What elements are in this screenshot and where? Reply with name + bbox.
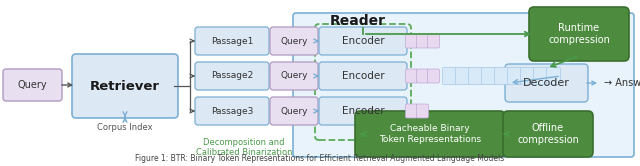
Text: Decoder: Decoder <box>523 78 570 88</box>
FancyBboxPatch shape <box>505 64 588 102</box>
Text: Passage2: Passage2 <box>211 72 253 81</box>
FancyBboxPatch shape <box>529 7 629 61</box>
FancyBboxPatch shape <box>520 68 534 84</box>
Text: Reader: Reader <box>330 14 386 28</box>
Text: Passage3: Passage3 <box>211 107 253 116</box>
Text: Query: Query <box>280 37 308 45</box>
FancyBboxPatch shape <box>319 62 407 90</box>
FancyBboxPatch shape <box>406 69 417 83</box>
FancyBboxPatch shape <box>428 34 440 48</box>
Text: Encoder: Encoder <box>342 36 384 46</box>
FancyBboxPatch shape <box>319 27 407 55</box>
FancyBboxPatch shape <box>195 27 269 55</box>
Text: Cacheable Binary
Token Representations: Cacheable Binary Token Representations <box>379 124 481 144</box>
FancyBboxPatch shape <box>293 13 634 157</box>
FancyBboxPatch shape <box>406 104 417 118</box>
Text: → Answers: → Answers <box>604 78 640 88</box>
Text: Offline
compression: Offline compression <box>517 123 579 145</box>
FancyBboxPatch shape <box>508 68 522 84</box>
Text: Runtime
compression: Runtime compression <box>548 23 610 45</box>
Text: Figure 1: BTR: Binary Token Representations for Efficient Retrieval Augmented La: Figure 1: BTR: Binary Token Representati… <box>136 154 504 163</box>
FancyBboxPatch shape <box>456 68 470 84</box>
Text: Corpus Index: Corpus Index <box>97 123 153 132</box>
Text: Query: Query <box>280 72 308 81</box>
Text: Query: Query <box>280 107 308 116</box>
FancyBboxPatch shape <box>270 27 318 55</box>
FancyBboxPatch shape <box>495 68 509 84</box>
Text: Passage1: Passage1 <box>211 37 253 45</box>
FancyBboxPatch shape <box>406 34 417 48</box>
Text: Decomposition and
Calibrated Binarization: Decomposition and Calibrated Binarizatio… <box>196 138 292 157</box>
FancyBboxPatch shape <box>319 97 407 125</box>
FancyBboxPatch shape <box>468 68 483 84</box>
FancyBboxPatch shape <box>195 97 269 125</box>
FancyBboxPatch shape <box>534 68 547 84</box>
Text: Encoder: Encoder <box>342 106 384 116</box>
FancyBboxPatch shape <box>417 34 429 48</box>
FancyBboxPatch shape <box>417 104 429 118</box>
FancyBboxPatch shape <box>547 68 561 84</box>
Text: Retriever: Retriever <box>90 80 160 92</box>
FancyBboxPatch shape <box>503 111 593 157</box>
FancyBboxPatch shape <box>442 68 456 84</box>
FancyBboxPatch shape <box>270 62 318 90</box>
FancyBboxPatch shape <box>417 69 429 83</box>
FancyBboxPatch shape <box>355 111 505 157</box>
FancyBboxPatch shape <box>3 69 62 101</box>
FancyBboxPatch shape <box>428 69 440 83</box>
FancyBboxPatch shape <box>195 62 269 90</box>
FancyBboxPatch shape <box>72 54 178 118</box>
FancyBboxPatch shape <box>270 97 318 125</box>
Text: Query: Query <box>17 80 47 90</box>
FancyBboxPatch shape <box>481 68 495 84</box>
Text: Encoder: Encoder <box>342 71 384 81</box>
